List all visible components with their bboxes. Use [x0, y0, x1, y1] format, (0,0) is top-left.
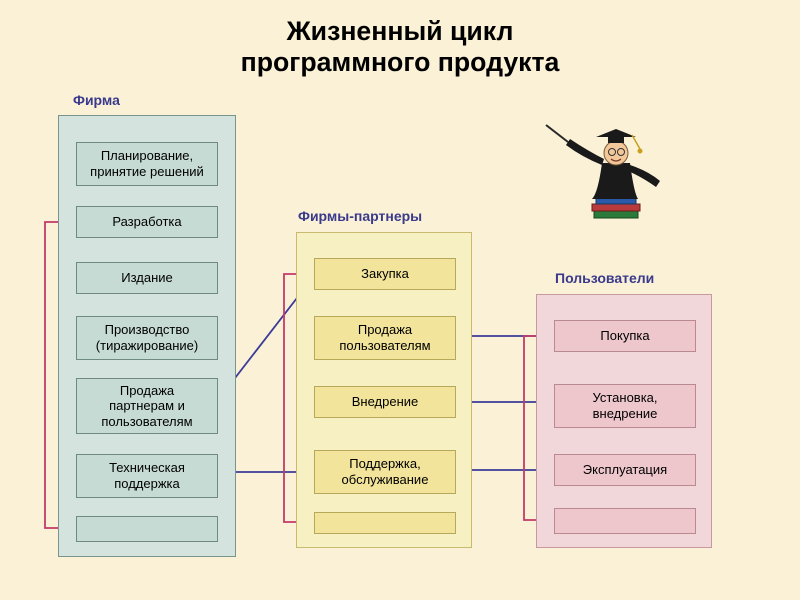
box-maint: Поддержка, обслуживание — [314, 450, 456, 494]
box-sell: Продажа партнерам и пользователям — [76, 378, 218, 434]
box-planning: Планирование, принятие решений — [76, 142, 218, 186]
box-spacer2 — [314, 512, 456, 534]
box-buy: Покупка — [554, 320, 696, 352]
col-partners-label: Фирмы-партнеры — [298, 208, 422, 224]
box-operate: Эксплуатация — [554, 454, 696, 486]
title-line-1: Жизненный цикл — [0, 16, 800, 47]
title-line-2: программного продукта — [0, 47, 800, 78]
box-dev: Разработка — [76, 206, 218, 238]
box-sell-users: Продажа пользователям — [314, 316, 456, 360]
box-deploy: Внедрение — [314, 386, 456, 418]
box-spacer1 — [76, 516, 218, 542]
box-publish: Издание — [76, 262, 218, 294]
box-install: Установка, внедрение — [554, 384, 696, 428]
diagram-canvas: Жизненный цикл программного продукта — [0, 0, 800, 600]
box-purchase: Закупка — [314, 258, 456, 290]
box-spacer3 — [554, 508, 696, 534]
page-title: Жизненный цикл программного продукта — [0, 16, 800, 78]
professor-illustration — [542, 115, 682, 230]
col-users-label: Пользователи — [555, 270, 654, 286]
col-firm-label: Фирма — [73, 92, 120, 108]
box-production: Производство (тиражирование) — [76, 316, 218, 360]
box-support: Техническая поддержка — [76, 454, 218, 498]
